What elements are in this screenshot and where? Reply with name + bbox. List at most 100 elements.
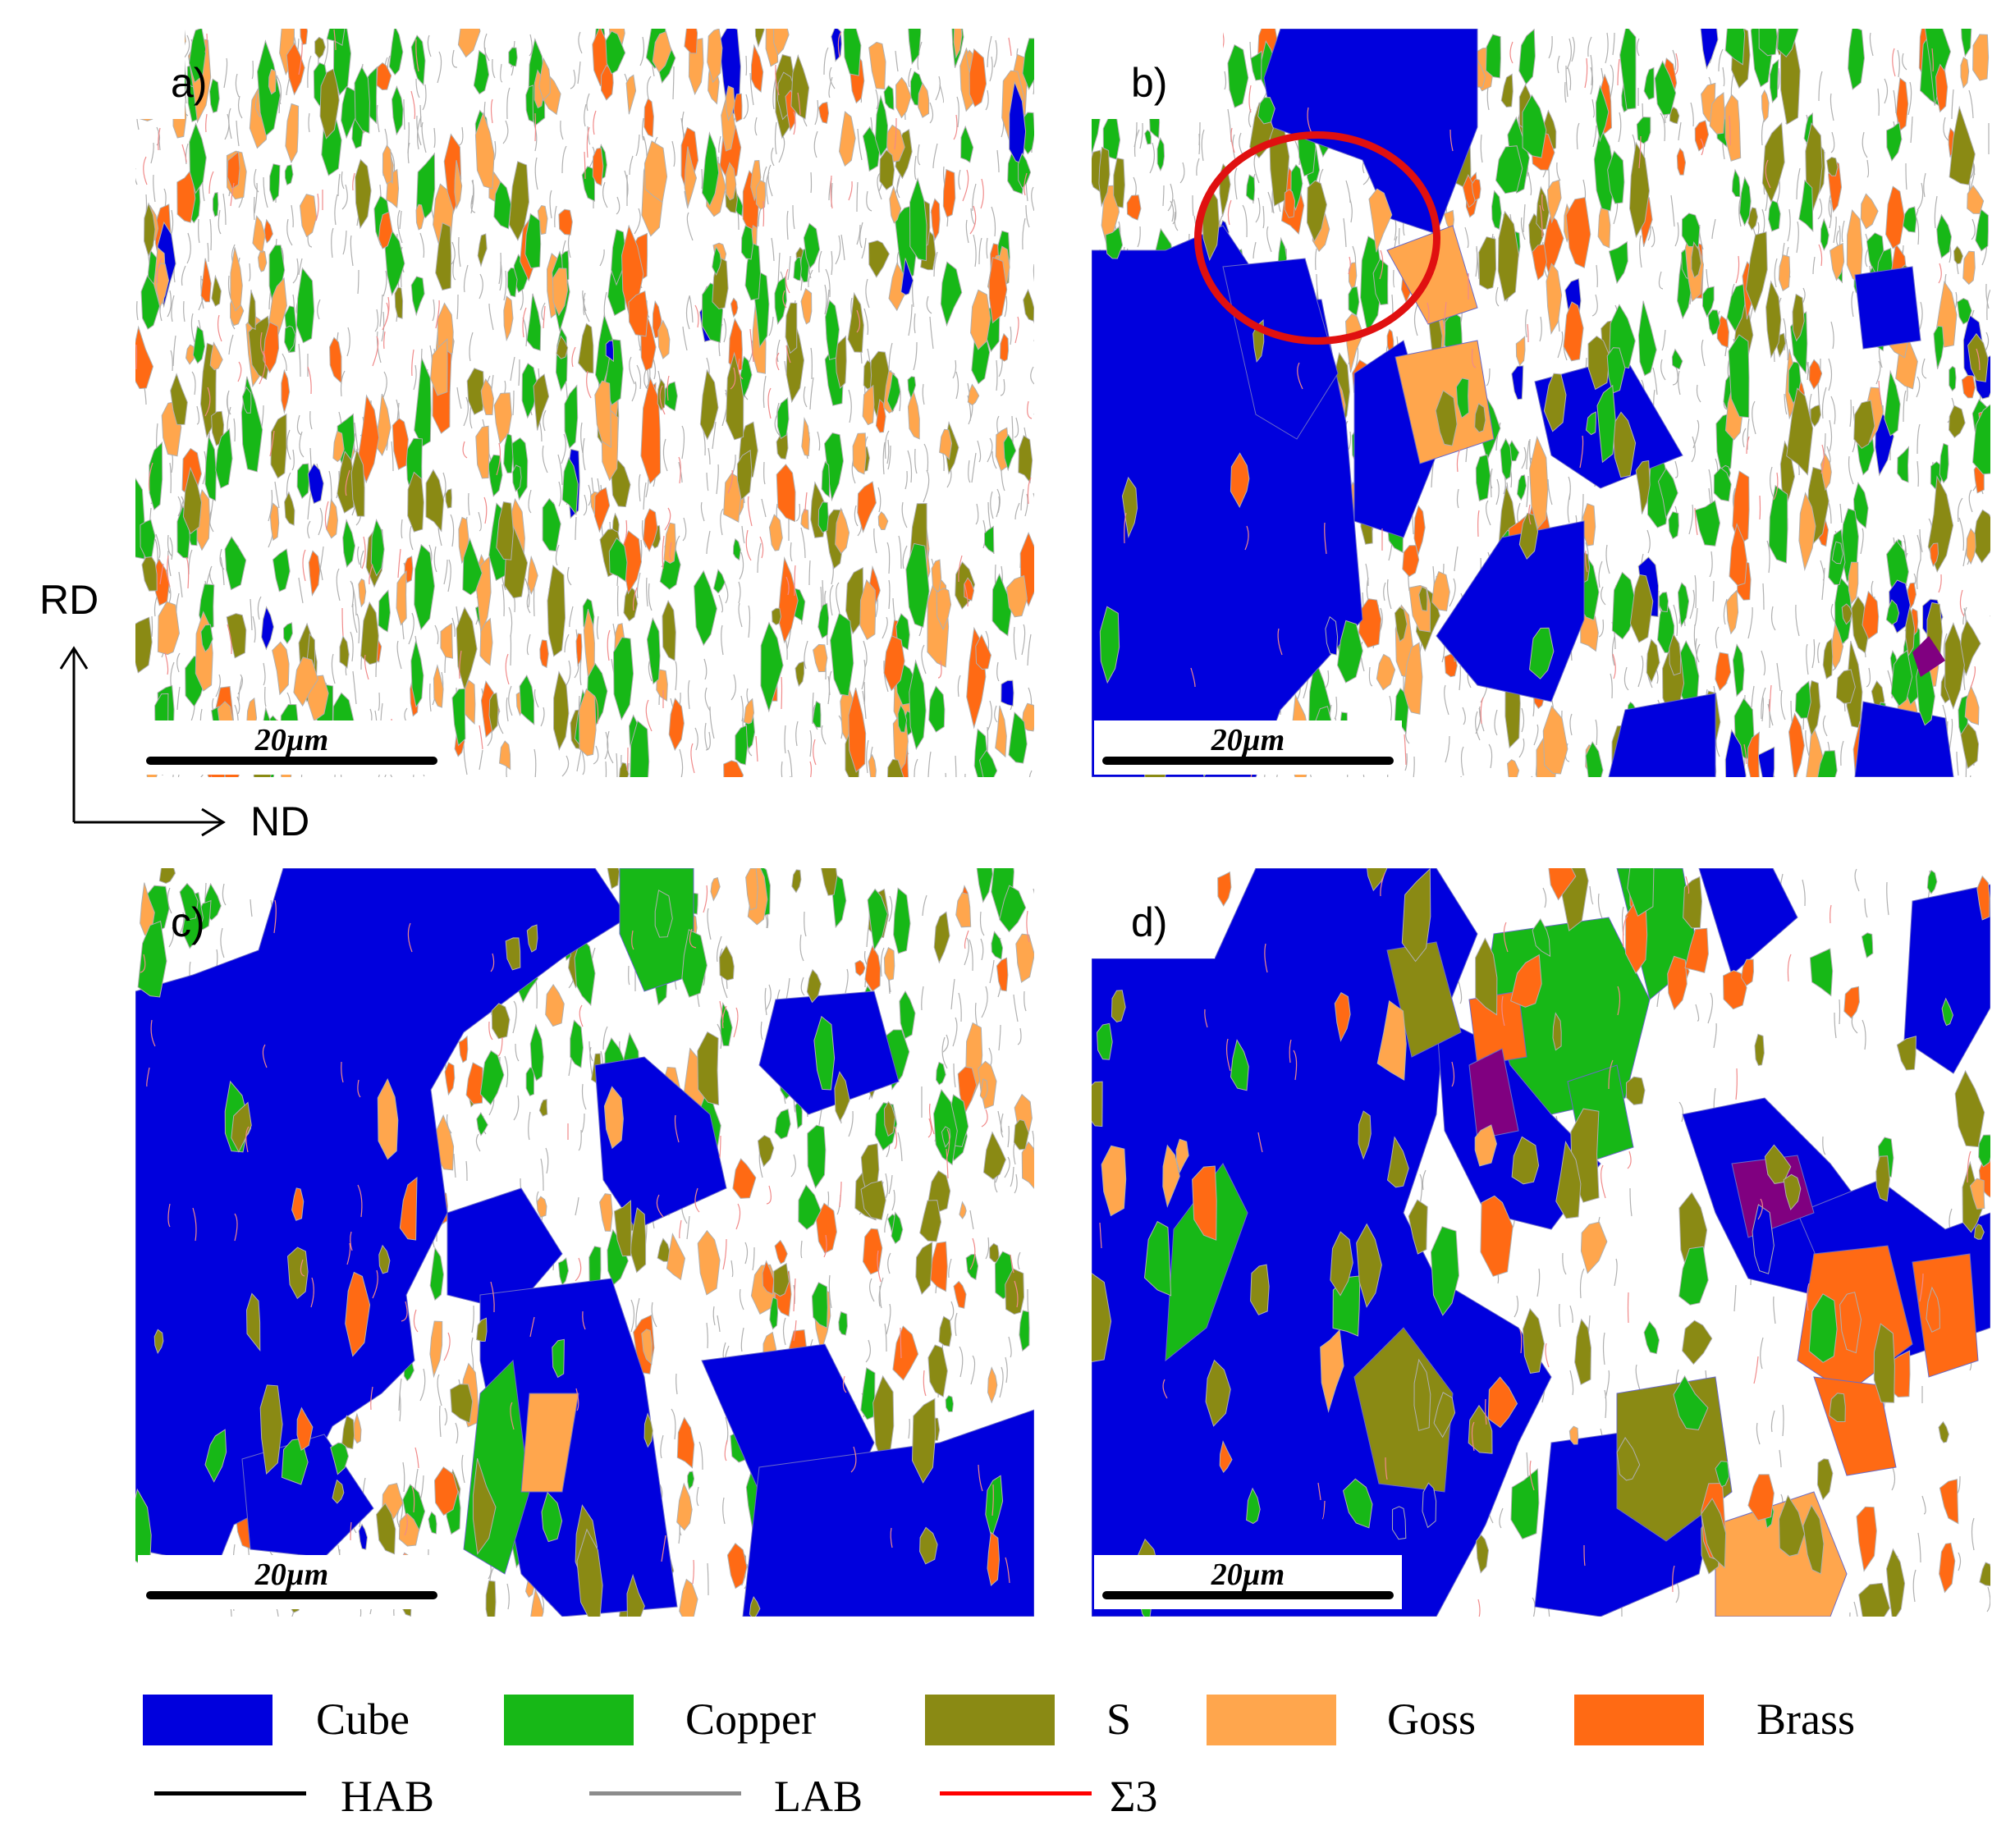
lab-boundary	[800, 527, 806, 559]
grain-s	[795, 661, 805, 688]
lab-boundary	[828, 1274, 832, 1309]
lab-boundary	[1386, 579, 1392, 610]
grain-goss	[1320, 1329, 1344, 1413]
grain-copper	[1585, 411, 1596, 436]
grain-s	[982, 1131, 1006, 1180]
grain-brass	[1219, 1440, 1233, 1473]
grain-brass	[1843, 986, 1860, 1019]
lab-boundary	[443, 559, 448, 585]
grain-goss	[1972, 34, 1990, 81]
lab-boundary	[1903, 390, 1907, 423]
lab-boundary	[1527, 172, 1532, 196]
grain-s	[1433, 1392, 1456, 1439]
lab-boundary	[526, 634, 531, 656]
lab-boundary	[499, 261, 502, 291]
grain-brass	[575, 633, 583, 667]
lab-boundary	[357, 269, 359, 295]
grain-brass	[953, 1280, 967, 1309]
lab-boundary	[914, 155, 917, 181]
lab-boundary	[432, 299, 435, 322]
grain-copper	[1246, 1487, 1261, 1525]
grain-copper	[137, 920, 167, 998]
lab-boundary	[451, 617, 456, 638]
lab-boundary	[1591, 98, 1595, 118]
grain-copper	[1728, 334, 1750, 419]
grain-copper	[1019, 1310, 1030, 1352]
lab-boundary	[763, 461, 766, 485]
grain-s	[485, 1580, 497, 1617]
lab-boundary	[237, 95, 243, 119]
sigma3-boundary	[350, 1231, 353, 1251]
lab-boundary	[689, 295, 694, 323]
grain-goss	[536, 1196, 547, 1218]
lab-boundary	[135, 168, 138, 185]
lab-boundary	[955, 1312, 958, 1337]
grain-copper	[694, 569, 717, 647]
grain-s	[245, 1292, 261, 1352]
sigma3-boundary	[1456, 448, 1461, 473]
grain-copper	[410, 276, 425, 317]
sigma3-boundary	[722, 1238, 727, 1270]
lab-boundary	[1672, 366, 1678, 386]
grain-s	[834, 1071, 850, 1122]
lab-boundary	[434, 624, 439, 645]
grain-brass	[684, 29, 698, 54]
sigma3-boundary	[259, 350, 266, 385]
lab-boundary	[578, 31, 583, 54]
lab-boundary	[875, 89, 879, 110]
grain-goss	[800, 287, 813, 325]
sigma3-boundary	[1830, 904, 1832, 924]
lab-boundary	[1566, 38, 1572, 70]
sigma3-boundary	[150, 1019, 156, 1047]
lab-boundary	[965, 219, 969, 244]
lab-boundary	[636, 364, 642, 390]
grain-s	[1628, 141, 1651, 239]
grain-copper	[1961, 29, 1972, 57]
lab-boundary	[427, 34, 432, 57]
lab-boundary	[765, 984, 772, 1011]
grain-copper	[192, 325, 206, 364]
lab-boundary	[740, 695, 744, 722]
lab-boundary	[566, 660, 571, 686]
grain-copper	[149, 441, 163, 511]
grain-brass	[1532, 244, 1547, 281]
legend-label-s: S	[1106, 1695, 1132, 1744]
sigma3-boundary	[397, 548, 401, 579]
grain-goss	[257, 249, 268, 272]
lab-boundary	[188, 549, 193, 575]
lab-boundary	[1227, 108, 1232, 143]
grain-goss	[723, 473, 742, 524]
lab-boundary	[1198, 121, 1201, 146]
grain-copper	[807, 1124, 827, 1189]
sigma3-boundary	[205, 113, 208, 133]
grain-copper	[817, 501, 829, 533]
lab-boundary	[1923, 172, 1926, 198]
grain-brass	[135, 325, 154, 390]
lab-boundary	[1596, 264, 1598, 288]
grain-brass	[1747, 1474, 1775, 1521]
sigma3-boundary	[1503, 922, 1509, 953]
lab-boundary	[1601, 586, 1606, 606]
lab-boundary	[534, 748, 537, 777]
lab-boundary	[646, 75, 652, 99]
grain-s	[1205, 1359, 1231, 1427]
lab-boundary	[1917, 534, 1921, 561]
grain-s	[1092, 1273, 1112, 1363]
grain-s	[749, 1596, 761, 1617]
lab-boundary	[641, 117, 644, 141]
lab-boundary	[545, 1147, 549, 1174]
grain-brass	[296, 1407, 314, 1451]
lab-boundary	[421, 121, 427, 153]
grain-goss	[1474, 1124, 1497, 1167]
grain-goss	[967, 383, 980, 406]
cube-grain	[1436, 520, 1585, 702]
grain-goss	[398, 1512, 420, 1547]
grain-s	[425, 469, 445, 533]
lab-boundary	[1802, 879, 1806, 907]
grain-s	[435, 222, 452, 291]
lab-boundary	[616, 585, 619, 617]
grain-copper	[1643, 66, 1655, 100]
grain-s	[270, 413, 287, 479]
rd-arrow-head	[59, 646, 89, 670]
grain-s	[1555, 1141, 1582, 1219]
